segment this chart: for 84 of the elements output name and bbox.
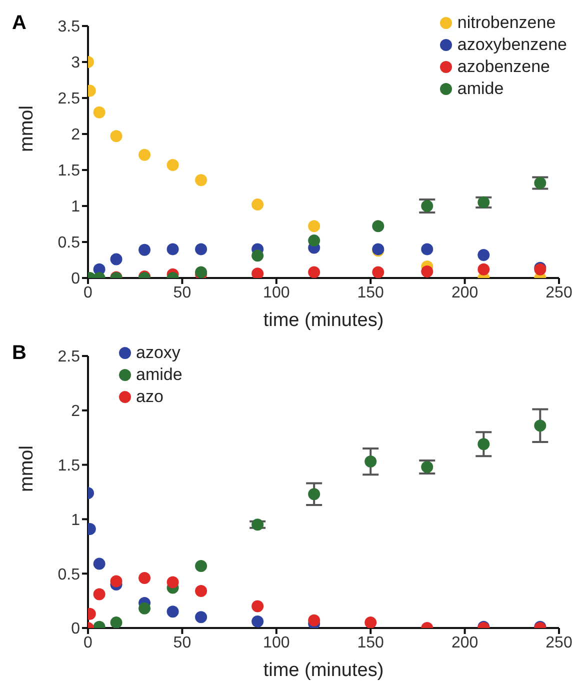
point (252, 518, 264, 531)
y-axis-title: mmol (16, 106, 38, 152)
x-tick-label: 100 (263, 284, 290, 302)
point (110, 616, 122, 628)
y-tick-label: 0.5 (58, 234, 80, 252)
point (478, 248, 490, 261)
point (138, 244, 151, 256)
legend-label: amide (457, 78, 504, 100)
point (93, 558, 106, 570)
point (195, 243, 208, 256)
point (110, 253, 122, 266)
legend-label: azoxy (136, 342, 180, 364)
point (364, 616, 377, 628)
point (534, 420, 546, 432)
text: A (12, 12, 26, 35)
point (195, 585, 208, 598)
point (252, 250, 264, 262)
x-tick-label: 150 (357, 634, 384, 652)
point (93, 588, 106, 600)
point (252, 600, 264, 612)
point (308, 220, 320, 232)
point (138, 148, 151, 161)
x-tick-label: 50 (173, 284, 192, 302)
point (308, 614, 320, 626)
point (364, 456, 377, 468)
x-axis-title: time (minutes) (263, 660, 384, 681)
point (421, 200, 434, 212)
y-tick-label: 1 (71, 512, 80, 529)
point (110, 575, 122, 588)
y-tick-label: 0.5 (58, 566, 80, 584)
y-tick-label: 3.5 (58, 18, 80, 36)
point (93, 106, 106, 118)
point (421, 460, 434, 473)
y-tick-label: 0 (71, 620, 80, 638)
y-tick-label: 2 (71, 403, 80, 420)
point (372, 266, 384, 278)
x-tick-label: 0 (84, 634, 93, 652)
point (478, 196, 490, 208)
point (421, 266, 434, 278)
point (478, 438, 490, 450)
point (166, 243, 179, 256)
point (308, 266, 320, 278)
text: B (12, 342, 26, 365)
point (195, 174, 208, 186)
legend-label: amide (136, 364, 182, 386)
point (252, 615, 264, 628)
point (138, 602, 151, 614)
point (252, 268, 264, 278)
y-tick-label: 2.5 (58, 348, 80, 366)
x-tick-label: 150 (357, 284, 384, 302)
point (166, 606, 179, 618)
point (195, 560, 208, 572)
y-axis-title: mmol (16, 446, 38, 492)
point (195, 611, 208, 624)
point (308, 488, 320, 500)
legend-label: azoxybenzene (457, 34, 567, 56)
x-tick-label: 0 (84, 284, 93, 302)
y-tick-label: 2 (71, 126, 80, 144)
legend-label: azobenzene (457, 56, 550, 78)
y-tick-label: 0 (71, 270, 80, 288)
point (478, 263, 490, 276)
x-tick-label: 250 (546, 284, 572, 302)
legend-label: nitrobenzene (457, 12, 556, 34)
y-tick-label: 3 (71, 54, 80, 72)
x-tick-label: 250 (546, 634, 572, 652)
y-tick-label: 1.5 (58, 162, 80, 180)
y-tick-label: 2.5 (58, 90, 80, 108)
point (308, 234, 320, 247)
point (372, 220, 384, 232)
point (166, 576, 179, 588)
x-axis-title: time (minutes) (263, 310, 384, 331)
x-tick-label: 200 (451, 284, 478, 302)
point (252, 198, 264, 211)
y-tick-label: 1 (71, 198, 80, 216)
y-tick-label: 1.5 (58, 457, 80, 474)
point (166, 158, 179, 171)
point (534, 176, 546, 189)
point (110, 130, 122, 142)
x-tick-label: 50 (173, 634, 192, 652)
point (421, 243, 434, 256)
point (138, 572, 151, 584)
legend-label: azo (136, 386, 164, 408)
x-tick-label: 100 (263, 634, 290, 652)
x-tick-label: 200 (451, 634, 478, 652)
